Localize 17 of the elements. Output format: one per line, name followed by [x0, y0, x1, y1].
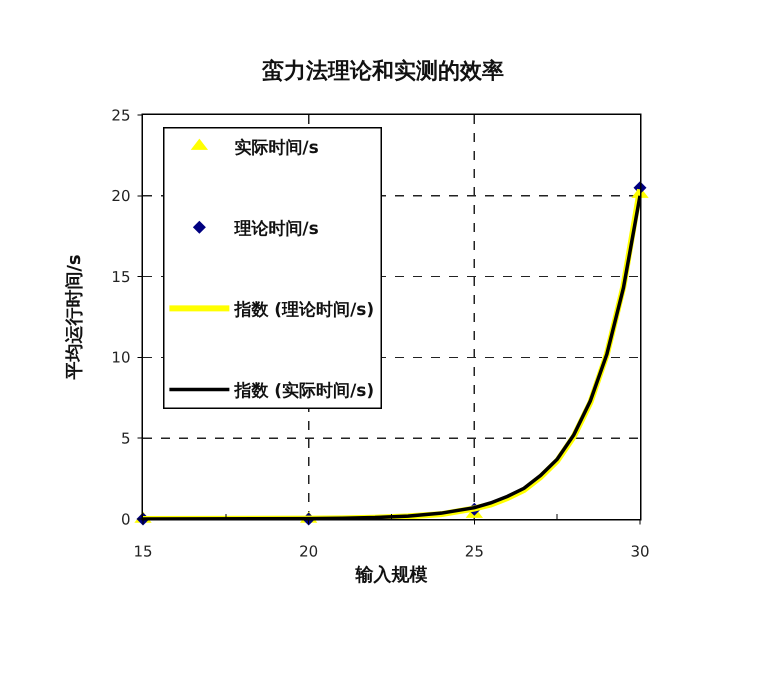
legend-label: 理论时间/s — [233, 218, 319, 239]
y-tick-label: 5 — [120, 429, 130, 448]
chart-title: 蛮力法理论和实测的效率 — [261, 58, 504, 84]
y-tick-label: 20 — [111, 187, 130, 206]
x-tick-label: 15 — [133, 542, 153, 560]
y-tick-label: 10 — [111, 348, 130, 367]
y-axis-title: 平均运行时间/s — [64, 254, 85, 381]
y-tick-label: 0 — [120, 510, 130, 528]
legend-label: 指数 (实际时间/s) — [233, 381, 374, 402]
x-axis-title: 输入规模 — [354, 564, 428, 586]
y-tick-label: 15 — [111, 268, 130, 286]
legend-label: 实际时间/s — [234, 138, 319, 158]
x-tick-label: 30 — [630, 542, 650, 560]
legend-label: 指数 (理论时间/s) — [233, 300, 374, 320]
x-tick-label: 20 — [299, 542, 318, 560]
y-tick-label: 25 — [111, 106, 130, 124]
x-tick-label: 25 — [464, 542, 484, 560]
